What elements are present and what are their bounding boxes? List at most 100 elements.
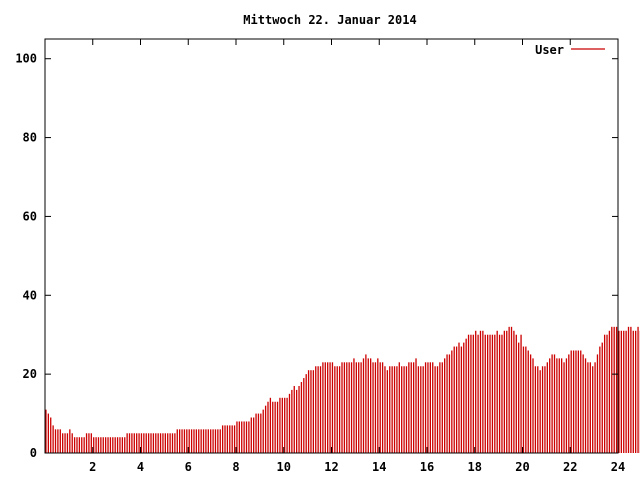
bar [491, 334, 494, 453]
bar [503, 330, 506, 453]
bar [238, 421, 240, 453]
bar [635, 330, 637, 453]
bar [580, 350, 582, 453]
bar [128, 433, 131, 453]
bar [202, 429, 205, 453]
bar [276, 401, 279, 453]
bar [293, 385, 295, 453]
bar [506, 330, 508, 453]
bar [592, 366, 594, 453]
bar [374, 362, 377, 453]
bar [124, 437, 126, 453]
bar [422, 366, 424, 453]
bar [109, 437, 112, 453]
bar [162, 433, 164, 453]
bar [343, 362, 346, 453]
bar [446, 354, 448, 453]
bar [164, 433, 166, 453]
bar [546, 362, 548, 453]
bar [482, 330, 484, 453]
bar [81, 437, 83, 453]
chart-title: Mittwoch 22. Januar 2014 [243, 13, 416, 27]
x-tick-label: 6 [185, 460, 192, 474]
bar [126, 433, 128, 453]
bar [95, 437, 97, 453]
bar [334, 366, 336, 453]
bar [444, 358, 446, 453]
bar [489, 334, 491, 453]
bar [298, 385, 300, 453]
bar [549, 358, 551, 453]
bar [121, 437, 124, 453]
bar [312, 370, 315, 453]
bar [477, 334, 479, 453]
legend: User [535, 43, 605, 57]
bar [210, 429, 212, 453]
bar [114, 437, 116, 453]
bar [389, 366, 391, 453]
x-tick-label: 12 [324, 460, 338, 474]
bar [305, 374, 307, 453]
bar [198, 429, 200, 453]
bar [176, 429, 178, 453]
bar [66, 433, 69, 453]
bar [623, 330, 625, 453]
bar [181, 429, 183, 453]
bar [439, 362, 441, 453]
bar [513, 330, 515, 453]
bar [558, 358, 560, 453]
bar [424, 362, 427, 453]
bar [527, 350, 529, 453]
y-tick-label: 100 [15, 52, 37, 66]
bar [147, 433, 150, 453]
bar [386, 370, 389, 453]
bar [150, 433, 152, 453]
x-tick-label: 22 [563, 460, 577, 474]
bar [322, 362, 324, 453]
x-tick-label: 14 [372, 460, 386, 474]
bar [565, 358, 568, 453]
bar [136, 433, 138, 453]
bar [625, 330, 627, 453]
bar [367, 358, 369, 453]
bar [338, 366, 341, 453]
bar [104, 437, 107, 453]
bar [100, 437, 102, 453]
bar [551, 354, 553, 453]
bar [331, 362, 334, 453]
bar [303, 378, 305, 453]
bar [62, 433, 64, 453]
bar [532, 358, 534, 453]
bar [119, 437, 121, 453]
bar [257, 413, 260, 453]
bar [496, 330, 498, 453]
bar [601, 342, 603, 453]
bar [90, 433, 92, 453]
bar [171, 433, 174, 453]
bar [372, 362, 374, 453]
bar [231, 425, 233, 453]
bar [307, 370, 310, 453]
bar [632, 330, 634, 453]
bar [255, 413, 257, 453]
bar [341, 362, 343, 453]
bar [260, 413, 262, 453]
bar [618, 330, 620, 453]
bar [348, 362, 350, 453]
bar [427, 362, 429, 453]
bar [250, 417, 252, 453]
bar [83, 437, 85, 453]
bar [221, 425, 224, 453]
bar [179, 429, 181, 453]
bar [236, 421, 238, 453]
x-axis: 2 4 6 8 10 12 14 16 18 20 22 24 [89, 39, 625, 474]
bar [229, 425, 231, 453]
bar [253, 417, 255, 453]
bar [186, 429, 188, 453]
bar [606, 334, 608, 453]
bar [207, 429, 209, 453]
bar [152, 433, 155, 453]
y-tick-label: 60 [23, 209, 37, 223]
bar [140, 433, 143, 453]
bar [596, 354, 599, 453]
